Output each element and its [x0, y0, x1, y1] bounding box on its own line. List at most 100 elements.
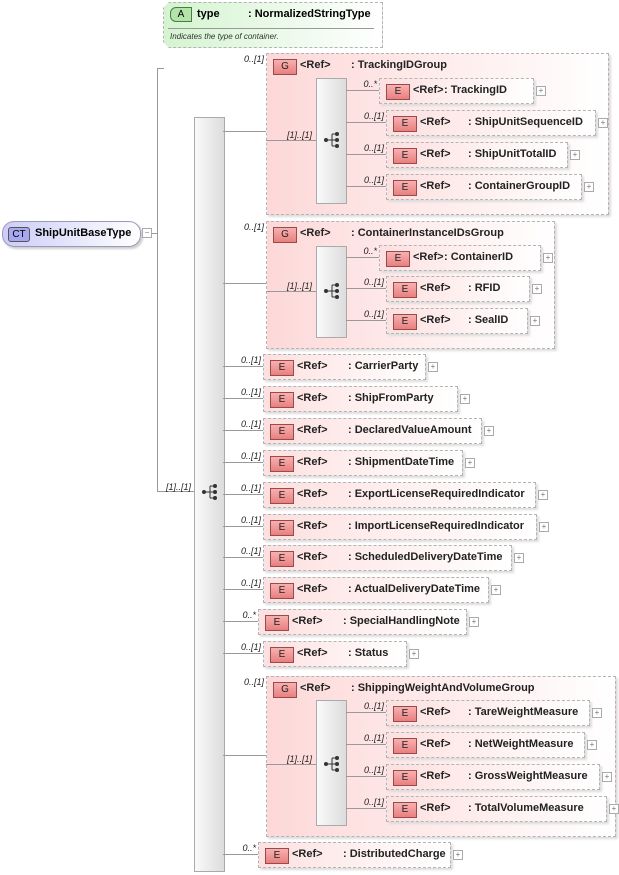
element-node[interactable]: E <Ref>: DeclaredValueAmount [263, 418, 482, 444]
element-badge: E [393, 706, 417, 722]
collapse-button[interactable]: − [142, 228, 152, 238]
expand-button[interactable]: + [484, 426, 494, 436]
expand-button[interactable]: + [532, 284, 542, 294]
expand-button[interactable]: + [587, 740, 597, 750]
expand-button[interactable]: + [598, 118, 608, 128]
element-name: : CarrierParty [348, 360, 419, 372]
element-badge: E [393, 180, 417, 196]
element-name: : ScheduledDeliveryDateTime [348, 551, 503, 563]
ref-label: <Ref> [292, 615, 323, 627]
expand-button[interactable]: + [530, 316, 540, 326]
group-badge: G [273, 227, 297, 243]
attribute-description: Indicates the type of container. [170, 32, 279, 41]
element-badge: E [270, 360, 294, 376]
connector [223, 589, 263, 590]
element-node[interactable]: E <Ref> : SpecialHandlingNote [258, 609, 467, 635]
element-node[interactable]: E <Ref>: ContainerID [379, 245, 541, 271]
multiplicity-label: 0..[1] [240, 419, 261, 429]
element-node[interactable]: E <Ref>: GrossWeightMeasure [386, 764, 600, 790]
element-node[interactable]: E <Ref>: ContainerGroupID [386, 174, 582, 200]
element-node[interactable]: E <Ref>: CarrierParty [263, 354, 426, 380]
connector [223, 131, 266, 132]
element-node[interactable]: E <Ref>: ImportLicenseRequiredIndicator [263, 514, 537, 540]
element-name: : ShipFromParty [348, 392, 434, 404]
multiplicity-label: 0..[1] [363, 111, 384, 121]
element-name: : TareWeightMeasure [468, 706, 579, 718]
element-node[interactable]: E <Ref>: ShipmentDateTime [263, 450, 463, 476]
expand-button[interactable]: + [609, 804, 619, 814]
expand-button[interactable]: + [469, 617, 479, 627]
expand-button[interactable]: + [514, 553, 524, 563]
group-badge: G [273, 59, 297, 75]
expand-button[interactable]: + [543, 253, 553, 263]
ref-label: <Ref> [292, 848, 323, 860]
element-node[interactable]: E <Ref>: TrackingID [379, 78, 534, 104]
element-node[interactable]: E <Ref>: ActualDeliveryDateTime [263, 577, 489, 603]
group-name: : ShippingWeightAndVolumeGroup [351, 682, 535, 694]
element-node[interactable]: E <Ref>: TareWeightMeasure [386, 700, 590, 726]
element-node[interactable]: E <Ref>: ShipFromParty [263, 386, 458, 412]
element-node[interactable]: E <Ref>: RFID [386, 276, 530, 302]
element-node[interactable]: E <Ref>: NetWeightMeasure [386, 732, 585, 758]
connector [346, 808, 386, 809]
multiplicity-label: 0..* [363, 246, 377, 256]
element-name: : NetWeightMeasure [468, 738, 574, 750]
element-node[interactable]: E <Ref>: ExportLicenseRequiredIndicator [263, 482, 536, 508]
attribute-node[interactable]: A type : NormalizedStringType Indicates … [163, 2, 383, 48]
element-node[interactable]: E <Ref>: SealID [386, 308, 528, 334]
complex-type-name: ShipUnitBaseType [35, 227, 132, 239]
element-node[interactable]: E <Ref>: ShipUnitSequenceID [386, 110, 596, 136]
multiplicity-label: 0..[1] [363, 143, 384, 153]
ref-label: <Ref> [420, 116, 451, 128]
element-node[interactable]: E <Ref>: DistributedCharge [258, 842, 451, 868]
connector [346, 712, 386, 713]
expand-button[interactable]: + [409, 649, 419, 659]
expand-button[interactable]: + [602, 772, 612, 782]
connector [157, 491, 201, 492]
group-name: : TrackingIDGroup [351, 59, 447, 71]
sequence-icon [323, 756, 341, 772]
element-name: : GrossWeightMeasure [468, 770, 588, 782]
connector [223, 621, 258, 622]
connector [152, 233, 158, 234]
connector [346, 122, 386, 123]
element-name: : ShipUnitSequenceID [468, 116, 583, 128]
element-badge: E [265, 615, 289, 631]
expand-button[interactable]: + [570, 150, 580, 160]
complex-type-node[interactable]: CT ShipUnitBaseType [2, 221, 141, 247]
element-node[interactable]: E <Ref>: ShipUnitTotalID [386, 142, 568, 168]
element-name: : ShipmentDateTime [348, 456, 455, 468]
expand-button[interactable]: + [592, 708, 602, 718]
expand-button[interactable]: + [460, 394, 470, 404]
multiplicity-label: 0..[1] [240, 578, 261, 588]
element-badge: E [393, 148, 417, 164]
multiplicity-label: 0..* [363, 79, 377, 89]
element-badge: E [270, 456, 294, 472]
ref-label: <Ref> [297, 488, 328, 500]
element-name: : TrackingID [444, 84, 507, 96]
element-node[interactable]: E <Ref>: Status [263, 641, 407, 667]
element-name: : ActualDeliveryDateTime [348, 583, 481, 595]
connector [266, 140, 316, 141]
expand-button[interactable]: + [539, 522, 549, 532]
multiplicity-label: 0..[1] [363, 309, 384, 319]
connector [346, 154, 386, 155]
multiplicity-label: 0..[1] [240, 483, 261, 493]
expand-button[interactable]: + [428, 362, 438, 372]
expand-button[interactable]: + [453, 850, 463, 860]
ref-label: <Ref> [420, 738, 451, 750]
element-badge: E [393, 282, 417, 298]
element-badge: E [270, 647, 294, 663]
expand-button[interactable]: + [491, 585, 501, 595]
element-node[interactable]: E <Ref>: ScheduledDeliveryDateTime [263, 545, 512, 571]
element-name: : SpecialHandlingNote [343, 615, 460, 627]
element-node[interactable]: E <Ref>: TotalVolumeMeasure [386, 796, 607, 822]
element-name: : ContainerID [444, 251, 514, 263]
connector [346, 744, 386, 745]
connector [223, 366, 263, 367]
expand-button[interactable]: + [465, 458, 475, 468]
expand-button[interactable]: + [538, 490, 548, 500]
expand-button[interactable]: + [536, 86, 546, 96]
expand-button[interactable]: + [584, 182, 594, 192]
